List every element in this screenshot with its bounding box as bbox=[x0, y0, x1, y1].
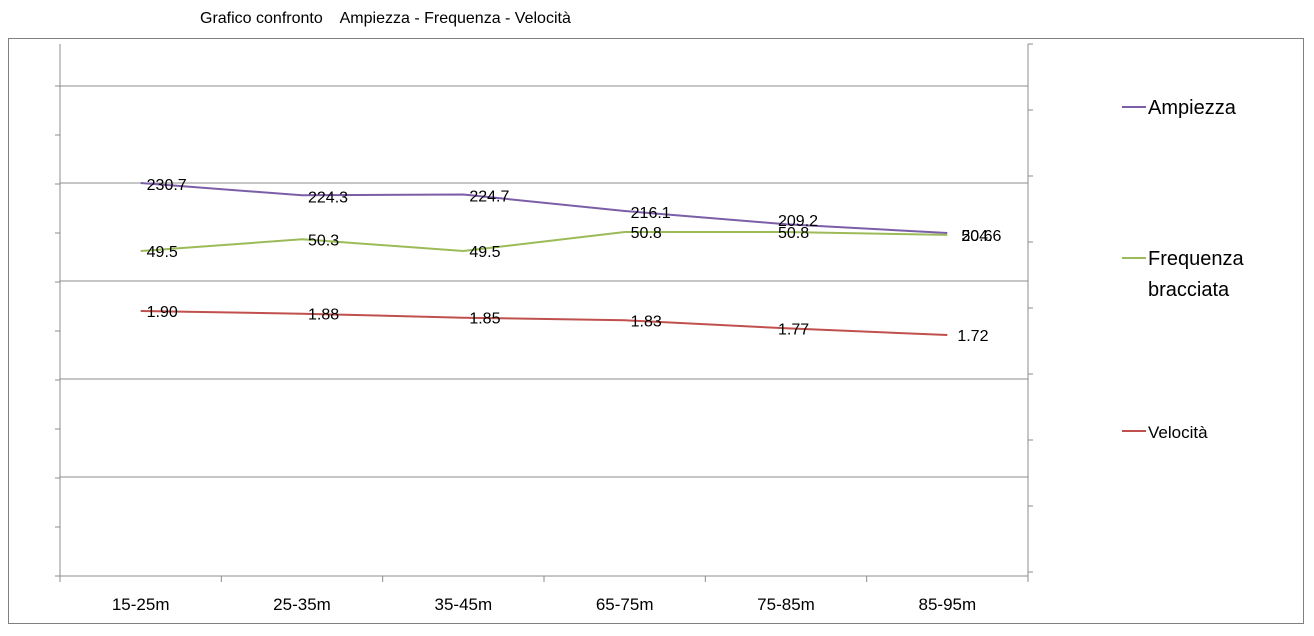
x-tick-label: 15-25m bbox=[112, 595, 170, 614]
data-label: 1.77 bbox=[778, 321, 809, 338]
data-label: 1.85 bbox=[469, 311, 500, 328]
series-line bbox=[140, 182, 948, 234]
x-tick-label: 35-45m bbox=[435, 595, 493, 614]
data-label: 1.90 bbox=[147, 304, 178, 321]
data-label: 224.7 bbox=[469, 188, 509, 205]
data-label: 209.2 bbox=[778, 213, 818, 230]
series-line bbox=[140, 310, 948, 336]
x-tick-label: 25-35m bbox=[273, 595, 331, 614]
legend-label: Frequenza bracciata bbox=[1148, 248, 1244, 301]
data-label: 49.5 bbox=[469, 244, 500, 261]
data-label: 224.3 bbox=[308, 189, 348, 206]
legend-label-line: Frequenza bbox=[1148, 248, 1244, 270]
data-label: 230.7 bbox=[147, 177, 187, 194]
legend-label-line: bracciata bbox=[1148, 279, 1230, 301]
x-tick-label: 75-85m bbox=[757, 595, 815, 614]
data-label: 1.88 bbox=[308, 307, 339, 324]
data-label: 50.8 bbox=[778, 225, 809, 242]
legend-label: Velocità bbox=[1148, 423, 1208, 442]
x-tick-label: 85-95m bbox=[919, 595, 977, 614]
chart-title: Grafico confronto Ampiezza - Frequenza -… bbox=[200, 10, 571, 27]
chart-frame bbox=[8, 38, 1304, 624]
data-label: 50.6 bbox=[961, 228, 992, 245]
legend-label: Ampiezza bbox=[1148, 97, 1237, 119]
data-label: 216.1 bbox=[631, 205, 671, 222]
x-tick-label: 65-75m bbox=[596, 595, 654, 614]
data-label: 1.83 bbox=[631, 313, 662, 330]
data-label: 49.5 bbox=[147, 244, 178, 261]
series-line bbox=[140, 231, 948, 252]
data-label: 50.8 bbox=[631, 225, 662, 242]
data-label: 50.3 bbox=[308, 232, 339, 249]
data-label: 1.72 bbox=[957, 328, 988, 345]
data-label: 204.6 bbox=[961, 228, 1001, 245]
